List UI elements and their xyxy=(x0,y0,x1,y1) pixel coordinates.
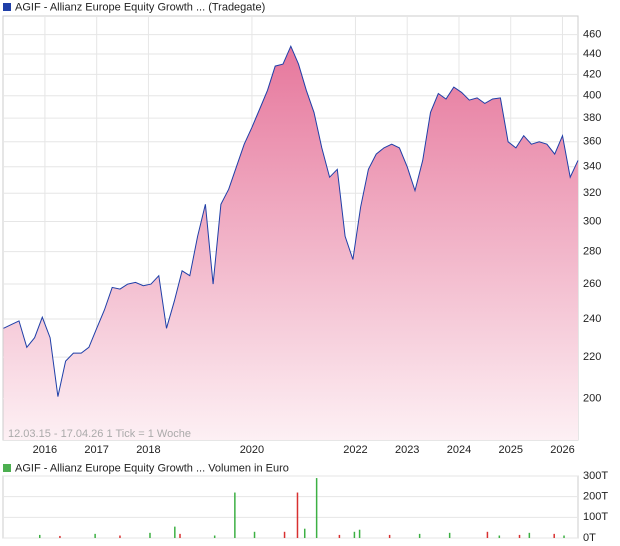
x-tick-label: 2024 xyxy=(447,444,471,456)
volume-bar xyxy=(486,531,489,538)
price-line xyxy=(3,44,579,397)
volume-bar xyxy=(296,492,299,538)
y-tick-label: 200T xyxy=(583,491,608,503)
legend-swatch xyxy=(3,3,11,11)
y-tick-label: 220 xyxy=(583,351,601,363)
y-tick-label: 400 xyxy=(583,90,601,102)
volume-bar xyxy=(213,535,216,538)
y-tick-label: 100T xyxy=(583,511,608,523)
x-tick-label: 2020 xyxy=(240,444,264,456)
plot-frame xyxy=(2,475,579,539)
volume-bar xyxy=(563,535,565,538)
volume-bar xyxy=(498,535,501,538)
y-tick-label: 240 xyxy=(583,313,601,325)
volume-bar xyxy=(315,478,318,538)
x-tick-label: 2017 xyxy=(84,444,108,456)
volume-bar xyxy=(553,533,555,538)
y-tick-label: 260 xyxy=(583,278,601,290)
area-fill xyxy=(3,46,578,440)
volume-bar xyxy=(253,531,256,538)
y-tick-label: 440 xyxy=(583,48,601,60)
volume-bar xyxy=(94,533,96,538)
y-tick-label: 340 xyxy=(583,161,601,173)
y-tick-label: 380 xyxy=(583,112,601,124)
volume-bar xyxy=(283,531,286,538)
volume-bar xyxy=(358,529,361,538)
y-tick-label: 420 xyxy=(583,68,601,80)
chart-title: AGIF - Allianz Europe Equity Growth ... … xyxy=(15,462,289,474)
x-tick-label: 2026 xyxy=(550,444,574,456)
chart-title: AGIF - Allianz Europe Equity Growth ... … xyxy=(15,1,265,13)
y-tick-label: 360 xyxy=(583,136,601,148)
y-tick-label: 300T xyxy=(583,470,608,482)
volume-bar xyxy=(38,534,41,538)
volume-bar xyxy=(388,534,391,538)
volume-bar xyxy=(353,531,356,538)
volume-bar xyxy=(59,535,61,538)
x-tick-label: 2023 xyxy=(395,444,419,456)
volume-bar xyxy=(149,532,151,538)
volume-bar xyxy=(174,526,176,538)
x-tick-label: 2018 xyxy=(136,444,160,456)
volume-bar xyxy=(234,492,236,538)
volume-bar xyxy=(448,532,451,538)
footnote: 12.03.15 - 17.04.26 1 Tick = 1 Woche xyxy=(8,428,191,440)
volume-bar xyxy=(528,532,531,538)
y-tick-label: 200 xyxy=(583,393,601,405)
y-tick-label: 280 xyxy=(583,246,601,258)
volume-bar xyxy=(179,533,181,538)
volume-bar xyxy=(518,534,521,538)
legend-swatch xyxy=(3,464,11,472)
y-tick-label: 320 xyxy=(583,187,601,199)
x-tick-label: 2025 xyxy=(498,444,522,456)
x-tick-label: 2016 xyxy=(33,444,57,456)
volume-bar xyxy=(418,533,421,538)
volume-bar xyxy=(303,528,306,538)
volume-bar xyxy=(338,534,341,538)
x-tick-label: 2022 xyxy=(343,444,367,456)
y-tick-label: 300 xyxy=(583,215,601,227)
y-tick-label: 0T xyxy=(583,532,596,544)
volume-bar xyxy=(119,535,121,538)
y-tick-label: 460 xyxy=(583,29,601,41)
